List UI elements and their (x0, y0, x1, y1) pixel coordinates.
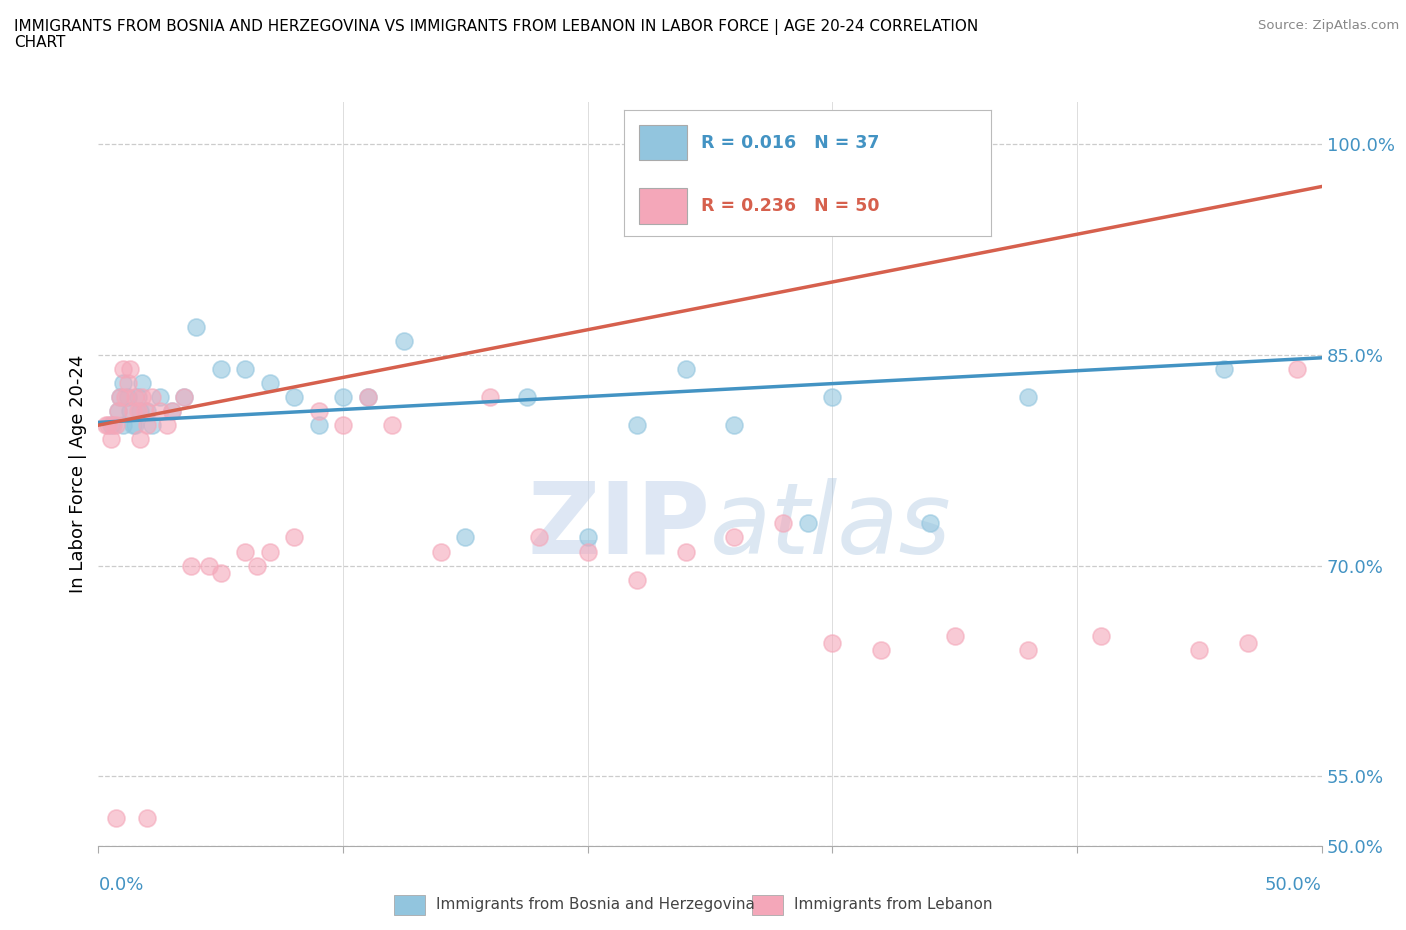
Point (332, 418, 354, 432)
Point (131, 390, 153, 405)
Point (515, 390, 537, 405)
Point (356, 390, 378, 405)
Point (111, 418, 134, 432)
Point (259, 376, 281, 391)
Point (381, 418, 404, 432)
Point (120, 404, 142, 418)
Point (870, 643, 893, 658)
Point (576, 530, 599, 545)
Point (141, 418, 163, 432)
Point (626, 418, 648, 432)
Point (120, 362, 142, 377)
Text: 50.0%: 50.0% (1265, 876, 1322, 894)
Point (332, 390, 354, 405)
Point (129, 432, 152, 446)
Point (209, 565, 232, 580)
Point (308, 404, 330, 418)
Point (675, 544, 697, 559)
Point (136, 404, 159, 418)
Point (160, 404, 183, 418)
Point (576, 544, 599, 559)
Point (107, 404, 129, 418)
Point (723, 530, 745, 545)
Point (134, 404, 156, 418)
Point (1286, 362, 1309, 377)
Point (97, 418, 120, 432)
Point (100, 418, 122, 432)
Point (110, 390, 132, 405)
Point (920, 516, 942, 531)
Y-axis label: In Labor Force | Age 20-24: In Labor Force | Age 20-24 (69, 355, 87, 593)
Point (129, 404, 152, 418)
Point (209, 362, 232, 377)
Point (124, 390, 146, 405)
Text: IMMIGRANTS FROM BOSNIA AND HERZEGOVINA VS IMMIGRANTS FROM LEBANON IN LABOR FORCE: IMMIGRANTS FROM BOSNIA AND HERZEGOVINA V… (14, 19, 979, 34)
Point (1090, 629, 1112, 644)
Point (111, 376, 134, 391)
Point (723, 418, 745, 432)
Point (797, 516, 820, 531)
Point (430, 544, 453, 559)
Point (180, 558, 202, 573)
Point (1017, 390, 1039, 405)
Point (127, 404, 149, 418)
Point (246, 558, 269, 573)
Text: CHART: CHART (14, 35, 66, 50)
Point (110, 390, 132, 405)
Point (259, 544, 281, 559)
Text: atlas: atlas (710, 478, 952, 575)
Point (772, 516, 794, 531)
Point (821, 635, 844, 650)
Point (107, 404, 129, 418)
Point (114, 390, 136, 405)
Point (283, 390, 305, 405)
Text: Source: ZipAtlas.com: Source: ZipAtlas.com (1258, 19, 1399, 32)
Text: Immigrants from Bosnia and Herzegovina: Immigrants from Bosnia and Herzegovina (436, 897, 755, 912)
Point (141, 390, 163, 405)
Point (356, 390, 378, 405)
Point (233, 362, 256, 377)
Point (121, 418, 143, 432)
Point (101, 418, 124, 432)
Point (308, 418, 330, 432)
Point (136, 811, 159, 826)
Point (186, 320, 208, 335)
Point (104, 811, 127, 826)
Point (156, 418, 179, 432)
Point (527, 530, 550, 545)
Point (131, 376, 153, 391)
Point (943, 629, 966, 644)
Point (160, 404, 183, 418)
Point (478, 390, 501, 405)
Point (117, 376, 139, 391)
Point (821, 390, 844, 405)
Point (454, 530, 477, 545)
Text: Immigrants from Lebanon: Immigrants from Lebanon (794, 897, 993, 912)
Point (233, 544, 256, 559)
Point (149, 390, 172, 405)
Point (675, 362, 697, 377)
Point (104, 418, 127, 432)
Point (100, 432, 122, 446)
Point (392, 334, 416, 349)
Point (626, 572, 648, 587)
Point (121, 404, 143, 418)
Point (283, 530, 305, 545)
Point (127, 390, 149, 405)
Text: ZIP: ZIP (527, 478, 710, 575)
Point (173, 390, 195, 405)
Point (1212, 362, 1234, 377)
Point (1188, 643, 1211, 658)
Point (111, 362, 134, 377)
Point (149, 404, 172, 418)
Point (173, 390, 195, 405)
Point (94, 418, 117, 432)
Point (124, 418, 146, 432)
Text: 0.0%: 0.0% (98, 876, 143, 894)
Point (1237, 635, 1260, 650)
Point (1017, 643, 1039, 658)
Point (117, 390, 139, 405)
Point (197, 558, 219, 573)
Point (136, 418, 159, 432)
